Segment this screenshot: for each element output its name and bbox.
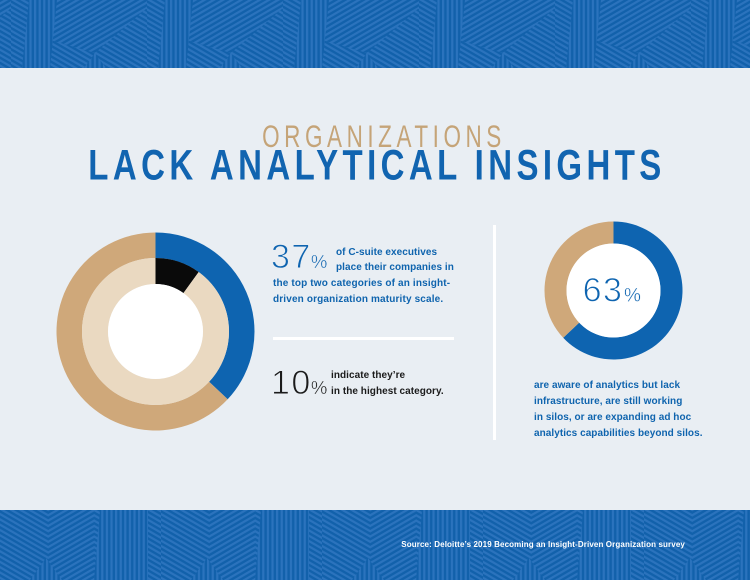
svg-text:63: 63 bbox=[582, 272, 623, 310]
svg-text:%: % bbox=[624, 286, 641, 307]
